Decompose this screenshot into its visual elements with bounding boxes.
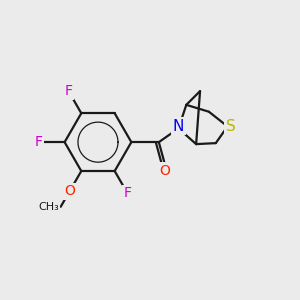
Text: F: F — [35, 135, 43, 149]
Text: CH₃: CH₃ — [38, 202, 59, 212]
Text: F: F — [123, 186, 131, 200]
Text: O: O — [159, 164, 170, 178]
Text: F: F — [64, 84, 73, 98]
Text: N: N — [173, 119, 184, 134]
Text: O: O — [64, 184, 75, 198]
Text: S: S — [226, 119, 236, 134]
